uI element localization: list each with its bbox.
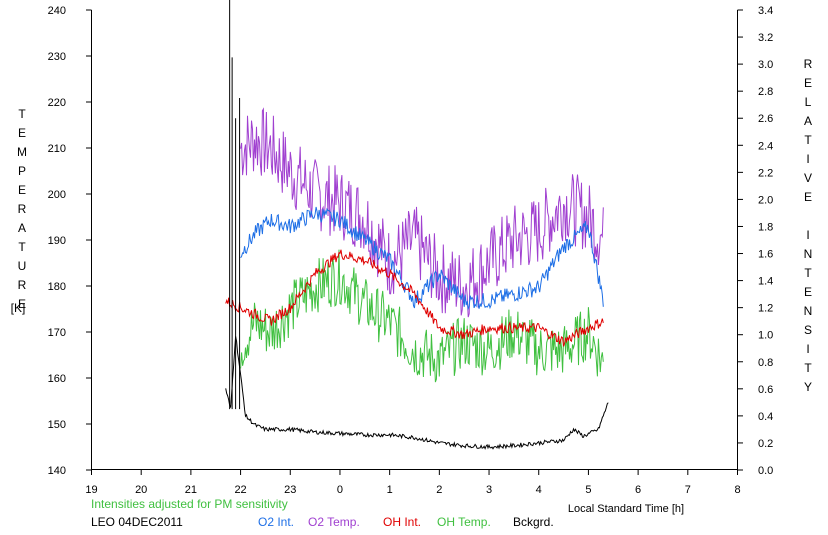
left-axis-letter: R [18, 202, 27, 216]
left-axis-letter: R [18, 278, 27, 292]
left-axis-letter: E [18, 297, 26, 311]
right-axis-letter: R [804, 57, 813, 71]
right-tick-label: 0.8 [758, 357, 773, 369]
x-tick-label: 20 [135, 484, 147, 496]
legend-entry-o2-temp: O2 Temp. [308, 515, 360, 529]
legend-entry-bckgrd: Bckgrd. [513, 515, 554, 529]
right-tick-label: 2.0 [758, 194, 773, 206]
right-tick-label: 3.2 [758, 32, 773, 44]
x-tick-label: 0 [337, 484, 343, 496]
left-axis-letter: P [18, 164, 26, 178]
left-tick-label: 200 [48, 189, 66, 201]
right-tick-label: 3.4 [758, 5, 773, 17]
x-tick-label: 5 [585, 484, 591, 496]
right-tick-label: 0.4 [758, 411, 773, 423]
right-axis-letter: I [806, 152, 809, 166]
x-tick-label: 2 [436, 484, 442, 496]
left-axis-letter: T [18, 240, 26, 254]
right-axis-letter: E [804, 285, 812, 299]
x-tick-label: 7 [685, 484, 691, 496]
left-axis-letter: A [18, 221, 26, 235]
right-tick-label: 0.6 [758, 384, 773, 396]
right-tick-label: 3.0 [758, 59, 773, 71]
x-tick-label: 3 [486, 484, 492, 496]
right-tick-label: 1.4 [758, 276, 773, 288]
series-o2-int-line [240, 206, 604, 311]
right-axis-letter: N [804, 247, 813, 261]
x-axis-label: Local Standard Time [h] [568, 503, 684, 515]
right-axis-letter: I [806, 342, 809, 356]
x-tick-label: 1 [387, 484, 393, 496]
right-axis-letter: N [804, 304, 813, 318]
right-tick-label: 2.6 [758, 113, 773, 125]
left-tick-label: 220 [48, 97, 66, 109]
legend: O2 Int. O2 Temp. OH Int. OH Temp. Bckgrd. [258, 515, 554, 529]
right-tick-label: 1.0 [758, 330, 773, 342]
left-tick-label: 190 [48, 235, 66, 247]
legend-entry-oh-temp: OH Temp. [437, 515, 491, 529]
right-tick-label: 1.8 [758, 221, 773, 233]
left-axis-letter: U [18, 259, 27, 273]
series-oh-int-line [225, 249, 604, 347]
right-axis-letter: I [806, 228, 809, 242]
left-tick-label: 160 [48, 373, 66, 385]
right-axis-letter: E [804, 76, 812, 90]
x-tick-label: 22 [234, 484, 246, 496]
right-tick-label: 2.2 [758, 167, 773, 179]
right-axis-letter: T [804, 361, 812, 375]
left-tick-label: 170 [48, 327, 66, 339]
x-tick-label: 6 [635, 484, 641, 496]
left-tick-label: 180 [48, 281, 66, 293]
right-axis-letter: T [804, 133, 812, 147]
legend-entry-o2-int: O2 Int. [258, 515, 294, 529]
right-tick-label: 1.2 [758, 303, 773, 315]
right-axis-letter: A [804, 114, 812, 128]
legend-entry-oh-int: OH Int. [383, 515, 421, 529]
x-tick-label: 19 [85, 484, 97, 496]
left-axis-ticks: 140 150 160 170 180 190 200 210 220 230 240 [48, 5, 92, 477]
right-tick-label: 1.6 [758, 249, 773, 261]
left-tick-label: 140 [48, 465, 66, 477]
series-bckgrd-line [225, 336, 609, 450]
left-axis-letter: E [18, 183, 26, 197]
x-axis-ticks: 19 20 21 22 23 0 1 2 3 4 5 6 7 8 [85, 470, 741, 496]
right-axis-letter: Y [804, 380, 812, 394]
right-axis-letter: T [804, 266, 812, 280]
left-tick-label: 210 [48, 143, 66, 155]
station-label: LEO 04DEC2011 [91, 515, 183, 529]
left-axis-unit: [K] [11, 301, 26, 315]
right-axis-letter: V [804, 171, 812, 185]
x-tick-label: 23 [284, 484, 296, 496]
left-tick-label: 240 [48, 5, 66, 17]
left-axis-letter: M [17, 145, 27, 159]
right-axis-ticks: 0.0 0.2 0.4 0.6 0.8 1.0 1.2 1.4 1.6 1.8 2.0 2.2 2.4 2… [737, 5, 773, 477]
x-tick-label: 8 [734, 484, 740, 496]
plot-frame [91, 10, 738, 470]
series-o2-temp-line [240, 107, 604, 318]
x-tick-label: 4 [536, 484, 542, 496]
left-axis-letter: E [18, 126, 26, 140]
left-tick-label: 150 [48, 419, 66, 431]
right-tick-label: 2.4 [758, 140, 773, 152]
sensitivity-note: Intensities adjusted for PM sensitivity [91, 497, 288, 511]
right-tick-label: 2.8 [758, 86, 773, 98]
right-tick-label: 0.0 [758, 465, 773, 477]
left-axis-letter: T [18, 107, 26, 121]
right-axis-letter: E [804, 190, 812, 204]
right-axis-letter: S [804, 323, 812, 337]
right-axis-letter: L [805, 95, 812, 109]
left-tick-label: 230 [48, 51, 66, 63]
x-tick-label: 21 [185, 484, 197, 496]
series-layer [225, 0, 609, 450]
right-tick-label: 0.2 [758, 438, 773, 450]
series-oh-temp-line [240, 249, 604, 383]
